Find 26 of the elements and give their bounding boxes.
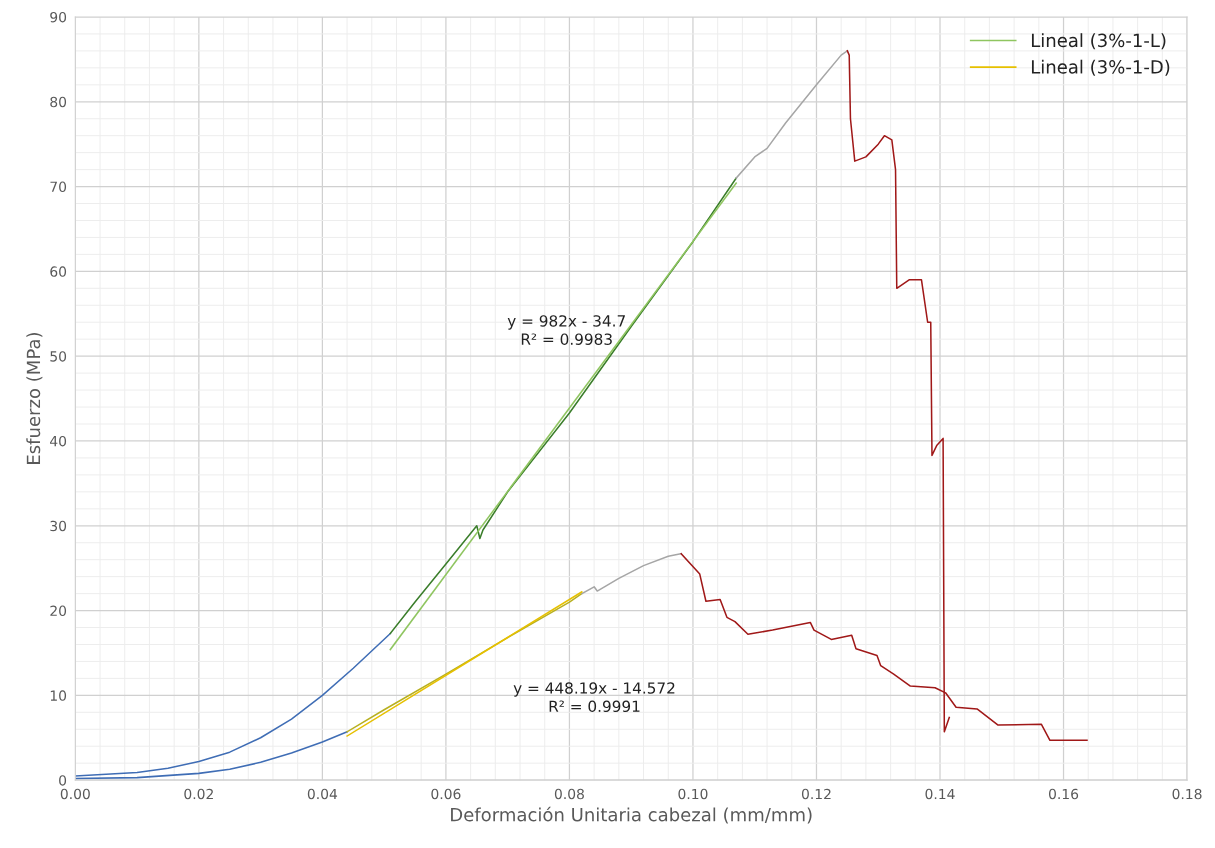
x-tick-label: 0.02 xyxy=(184,788,213,800)
x-tick-label: 0.12 xyxy=(801,788,831,800)
x-tick-label: 0.18 xyxy=(1172,788,1202,800)
y-tick-label: 60 xyxy=(50,266,67,277)
y-tick-label: 40 xyxy=(50,435,67,447)
x-tick-label: 0.10 xyxy=(678,788,708,800)
annotation: y = 982x - 34.7 R² = 0.9983 xyxy=(507,315,625,345)
y-tick-label: 80 xyxy=(50,96,67,108)
x-tick-label: 0.06 xyxy=(431,788,461,800)
y-axis-title: Esfuerzo (MPa) xyxy=(26,333,43,464)
x-tick-label: 0.08 xyxy=(554,788,584,800)
annotation: y = 448.19x - 14.572 R² = 0.9991 xyxy=(513,682,675,713)
x-tick-label: 0.14 xyxy=(925,788,955,800)
legend-label: Lineal (3%-1-D) xyxy=(1031,59,1170,76)
x-axis-title: Deformación Unitaria cabezal (mm/mm) xyxy=(451,806,812,824)
x-tick-label: 0.04 xyxy=(307,788,338,800)
x-tick-label: 0.00 xyxy=(60,788,90,800)
y-tick-label: 30 xyxy=(50,520,67,532)
y-tick-label: 10 xyxy=(50,690,67,701)
y-tick-label: 70 xyxy=(50,181,67,193)
x-tick-label: 0.16 xyxy=(1048,788,1079,800)
y-tick-label: 50 xyxy=(50,351,67,362)
y-tick-label: 20 xyxy=(50,605,67,617)
y-tick-label: 90 xyxy=(50,11,67,23)
legend-label: Lineal (3%-1-L) xyxy=(1031,33,1166,50)
y-tick-label: 0 xyxy=(59,775,67,786)
